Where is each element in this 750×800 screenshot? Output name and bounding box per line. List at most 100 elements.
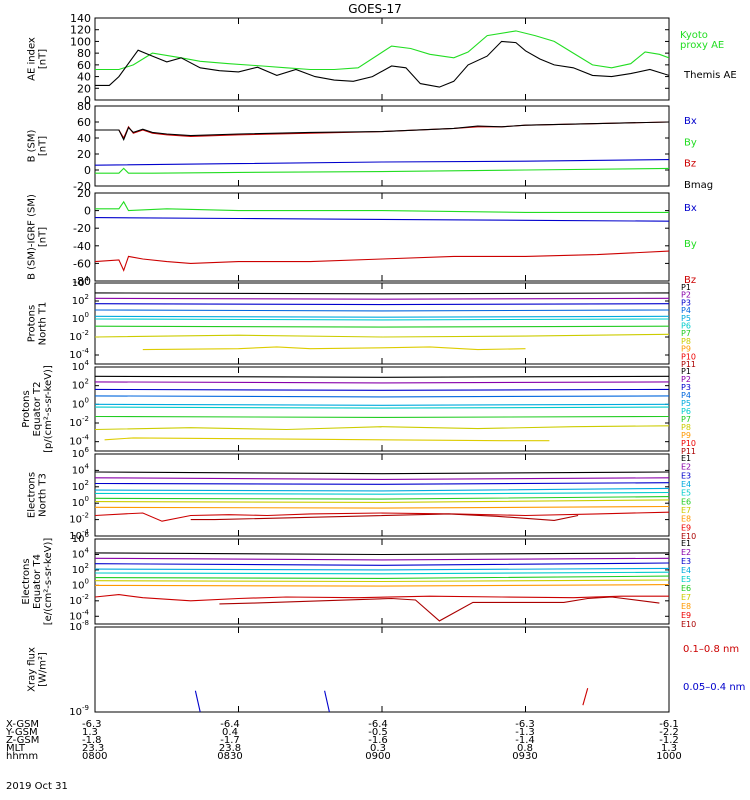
y-tick-label: 104 <box>72 462 90 476</box>
series-line-e9 <box>95 511 669 522</box>
legend-entry: P10 <box>681 439 696 448</box>
series-line-0-05-0-4-nm <box>324 690 330 712</box>
y-axis-label: [nT] <box>38 49 49 69</box>
legend-entry: By <box>684 137 697 148</box>
x-axis-value: 0830 <box>217 751 242 762</box>
x-axis-labels: X-GSM -6.3 -6.4 -6.4 -6.3 -6.1 Y-GSM 1.3 0.4 -0.5… <box>5 719 682 762</box>
y-axis-label: [nT] <box>38 136 49 156</box>
series-line-e7 <box>95 499 669 503</box>
y-tick-label: 0 <box>84 205 91 218</box>
legend-entry: P10 <box>681 352 696 361</box>
series-line-p1 <box>95 292 669 295</box>
legend-entry: P9 <box>681 431 691 440</box>
series-line-e8 <box>95 505 669 509</box>
y-tick-label: 100 <box>70 35 91 48</box>
y-tick-label: 40 <box>77 71 91 84</box>
series-line-p4 <box>95 395 669 398</box>
series-line-bz <box>95 250 669 272</box>
y-tick-label: -20 <box>73 222 91 235</box>
legend-entry: P7 <box>681 415 691 424</box>
legend-entry: P8 <box>681 423 691 432</box>
legend-entry: P5 <box>681 314 691 323</box>
y-axis-label: [e/(cm²-s-sr-keV)] <box>43 538 54 626</box>
series-line-p5 <box>95 315 669 318</box>
y-tick-label: 102 <box>72 293 89 307</box>
panel-frame <box>94 626 670 713</box>
x-axis-value: -1.8 <box>82 735 102 746</box>
x-axis-value: -6.3 <box>515 719 535 730</box>
x-axis-row-label: MLT <box>6 743 26 754</box>
y-tick-label: 40 <box>77 132 91 145</box>
series-line-p8 <box>95 333 669 338</box>
y-axis-label: [W/m²] <box>38 652 49 687</box>
legend-entry: E2 <box>681 463 691 472</box>
y-axis-label: [p/(cm²-s-sr-keV)] <box>43 365 54 453</box>
series-line-by <box>95 167 669 174</box>
x-axis-value: 1.3 <box>661 743 677 754</box>
legend-entry: E5 <box>681 489 691 498</box>
y-axis-label: B (SM)-IGRF (SM) <box>27 194 38 280</box>
x-axis-value: 23.3 <box>82 743 104 754</box>
y-tick-label: 100 <box>72 495 89 509</box>
series-line-p3 <box>95 388 669 391</box>
series-line-p6 <box>95 406 669 409</box>
legend-entry: 0.1–0.8 nm <box>683 644 739 655</box>
legend-entry: E6 <box>681 584 691 593</box>
y-tick-label: -20 <box>73 180 91 193</box>
y-tick-label: 0 <box>84 164 91 177</box>
x-axis-value: 23.8 <box>219 743 241 754</box>
series-line-e1 <box>95 552 669 556</box>
y-tick-label: 120 <box>70 24 91 37</box>
legend-entry: Bz <box>684 275 696 286</box>
series-line-p6 <box>95 318 669 321</box>
legend-entry: E9 <box>681 611 691 620</box>
series-line-bmag <box>95 121 669 141</box>
legend-entry: P1 <box>681 283 691 292</box>
legend-entry: P4 <box>681 306 691 315</box>
x-axis-value: 0.4 <box>222 727 238 738</box>
legend-entry: P1 <box>681 367 691 376</box>
series-line-e8 <box>95 584 669 587</box>
series-group <box>95 292 669 351</box>
legend-entry: proxy AE <box>680 40 724 51</box>
series-group <box>95 121 669 174</box>
series-line-by <box>95 200 669 213</box>
y-tick-label: 20 <box>77 82 91 95</box>
y-tick-label: 80 <box>77 47 91 60</box>
y-tick-label: 20 <box>77 148 91 161</box>
legend-entry: E5 <box>681 575 691 584</box>
y-tick-label: 102 <box>72 479 89 493</box>
legend-entry: E3 <box>681 471 691 480</box>
legend-entry: P4 <box>681 391 691 400</box>
legend-entry: Bmag <box>684 180 713 191</box>
legend-entry: P3 <box>681 383 691 392</box>
legend-entry: E2 <box>681 548 691 557</box>
legend-entry: P5 <box>681 399 691 408</box>
legend-entry: E3 <box>681 557 691 566</box>
y-tick-label: 100 <box>72 311 89 325</box>
legend-entry: P2 <box>681 291 691 300</box>
legend-entry: E10 <box>681 532 696 541</box>
x-axis-row-label: hhmm <box>6 751 38 762</box>
series-line-e10 <box>219 596 660 622</box>
legend-entry: E1 <box>681 454 691 463</box>
series-group <box>95 30 669 88</box>
y-tick-label: -60 <box>73 257 91 270</box>
y-tick-label: 140 <box>70 12 91 25</box>
series-line-e3 <box>95 482 669 485</box>
series-line-p7 <box>95 415 669 418</box>
x-axis-value: 0.3 <box>370 743 386 754</box>
y-axis-label: Electrons <box>21 558 32 604</box>
series-line-p2 <box>95 381 669 384</box>
y-tick-label: 106 <box>72 446 90 460</box>
legend-entry: E1 <box>681 539 691 548</box>
series-group <box>95 552 669 622</box>
panel-8: 10-8 10-9 Xray flux [W/m²] 0.1–0.8 nm 0.05–0.… <box>27 619 746 718</box>
y-tick-label: 102 <box>72 562 89 576</box>
series-line-e5 <box>95 571 669 575</box>
x-axis-value: -6.1 <box>659 719 679 730</box>
